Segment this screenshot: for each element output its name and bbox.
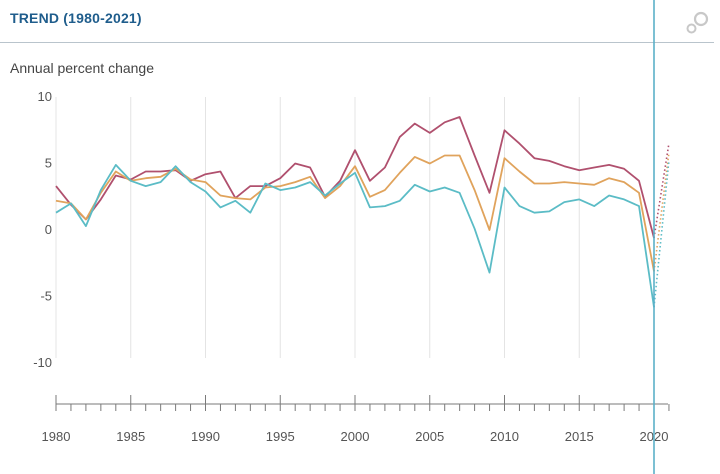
x-tick-label: 1990	[191, 429, 220, 444]
page-title: TREND (1980-2021)	[10, 10, 142, 26]
y-tick-label: -5	[40, 289, 52, 304]
x-tick-label: 2010	[490, 429, 519, 444]
x-tick-label: 2005	[415, 429, 444, 444]
x-tick-label: 2000	[341, 429, 370, 444]
x-tick-label: 1995	[266, 429, 295, 444]
y-axis: 10 5 0 -5 -10	[33, 89, 52, 370]
y-tick-label: 10	[38, 89, 52, 104]
series-layer	[55, 116, 670, 308]
header-divider	[0, 42, 714, 43]
grid-lines	[55, 97, 655, 358]
projection-line-2	[653, 152, 670, 272]
y-axis-label: Annual percent change	[10, 60, 154, 76]
y-tick-label: 0	[45, 222, 52, 237]
projection-line-3	[653, 160, 670, 308]
series-line-3	[55, 163, 655, 308]
series-line-1	[55, 116, 655, 239]
projection-line-1	[653, 143, 670, 239]
series-line-2	[55, 154, 655, 272]
x-tick-label: 1985	[116, 429, 145, 444]
y-tick-label: -10	[33, 355, 52, 370]
x-tick-label: 2015	[565, 429, 594, 444]
y-tick-label: 5	[45, 156, 52, 171]
gear-icon[interactable]	[684, 10, 710, 36]
x-axis: 1980 1985 1990 1995 2000 2005 2010 2015 2020	[42, 395, 670, 444]
x-tick-label: 1980	[42, 429, 71, 444]
